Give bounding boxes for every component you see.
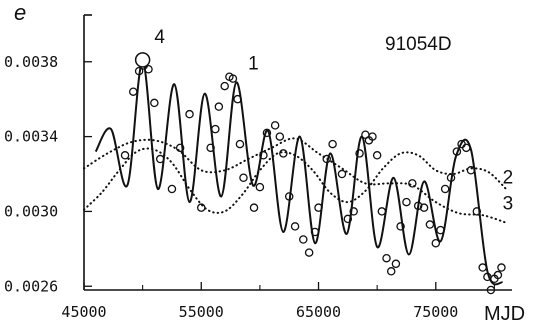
observation-point	[372, 151, 382, 160]
curve-labels: 1 2 3 4	[154, 27, 513, 214]
observation-point	[436, 225, 445, 235]
series-line-1	[94, 60, 504, 286]
observation-point	[233, 94, 242, 104]
observation-point	[185, 109, 194, 119]
observation-point	[337, 169, 347, 179]
observation-point	[249, 203, 259, 212]
observation-point	[275, 132, 285, 141]
observation-point	[155, 154, 165, 164]
y-tick-label: 0.0034	[4, 128, 58, 146]
observation-point	[270, 121, 280, 130]
observation-point	[206, 143, 215, 153]
observation-point	[284, 192, 294, 201]
chart-title: 91054D	[385, 34, 452, 55]
observation-point	[402, 197, 411, 207]
observation-point	[120, 151, 130, 160]
observation-point	[408, 179, 417, 188]
observation-point	[235, 139, 245, 149]
observation-point	[255, 182, 265, 192]
x-tick-label: 55000	[179, 303, 224, 321]
observation-point	[144, 65, 153, 74]
x-axis-label: MJD	[484, 303, 525, 324]
observation-point	[228, 74, 238, 83]
series-layer	[83, 60, 508, 286]
observation-point	[462, 143, 471, 153]
observation-point	[279, 149, 288, 158]
curve-label-2: 2	[503, 167, 514, 188]
observation-point	[211, 124, 220, 134]
observation-point	[396, 222, 405, 231]
observation-point	[493, 270, 503, 280]
observation-point	[343, 214, 353, 224]
observation-point	[128, 87, 138, 96]
x-tick-label: 75000	[413, 303, 458, 321]
observation-point	[386, 267, 396, 276]
observation-point	[310, 227, 320, 237]
observation-point	[431, 238, 441, 248]
observation-point	[446, 173, 456, 183]
observation-point	[314, 203, 323, 212]
curve-label-1: 1	[248, 53, 259, 74]
observation-point	[382, 253, 391, 263]
observation-point	[413, 201, 423, 211]
series-line-2	[83, 147, 508, 214]
observation-point	[220, 81, 229, 91]
observation-point	[466, 166, 476, 175]
plot-frame	[83, 14, 512, 291]
observation-point	[259, 151, 268, 160]
observation-point	[440, 184, 450, 194]
y-tick-label: 0.0026	[4, 277, 58, 295]
y-tick-label: 0.0030	[4, 202, 58, 220]
observation-point	[391, 259, 401, 269]
observation-point	[328, 139, 337, 149]
x-axis-ticks: 45000 55000 65000 75000	[61, 282, 495, 321]
curve-label-4: 4	[154, 27, 165, 48]
observation-point	[349, 207, 358, 216]
observation-point	[452, 147, 462, 156]
observation-point	[150, 98, 159, 108]
observation-point	[472, 207, 482, 216]
observation-point	[134, 66, 144, 76]
highlighted-observation-point	[134, 52, 151, 68]
observation-point	[322, 154, 331, 164]
observation-point	[239, 173, 248, 183]
series-line-3	[83, 137, 508, 224]
observation-point	[197, 203, 206, 212]
observations-layer	[120, 52, 506, 295]
observation-point	[355, 149, 364, 158]
observation-point	[368, 132, 377, 141]
observation-point	[304, 248, 314, 257]
observation-point	[478, 263, 487, 272]
observation-point	[167, 184, 177, 194]
observation-point	[175, 143, 185, 153]
observation-point	[486, 285, 496, 295]
observation-point	[497, 263, 506, 272]
observation-point	[425, 220, 435, 229]
y-tick-label: 0.0038	[4, 53, 58, 71]
curve-label-3: 3	[503, 194, 514, 215]
observation-point	[299, 235, 308, 244]
y-axis-ticks: 0.0026 0.0030 0.0034 0.0038	[4, 53, 92, 295]
observation-point	[290, 222, 300, 231]
observation-point	[377, 207, 387, 216]
x-tick-label: 45000	[61, 303, 106, 321]
observation-point	[262, 128, 272, 138]
x-tick-label: 65000	[296, 303, 341, 321]
observation-point	[419, 203, 429, 212]
y-axis-label: e	[14, 0, 26, 25]
observation-point	[214, 102, 224, 111]
